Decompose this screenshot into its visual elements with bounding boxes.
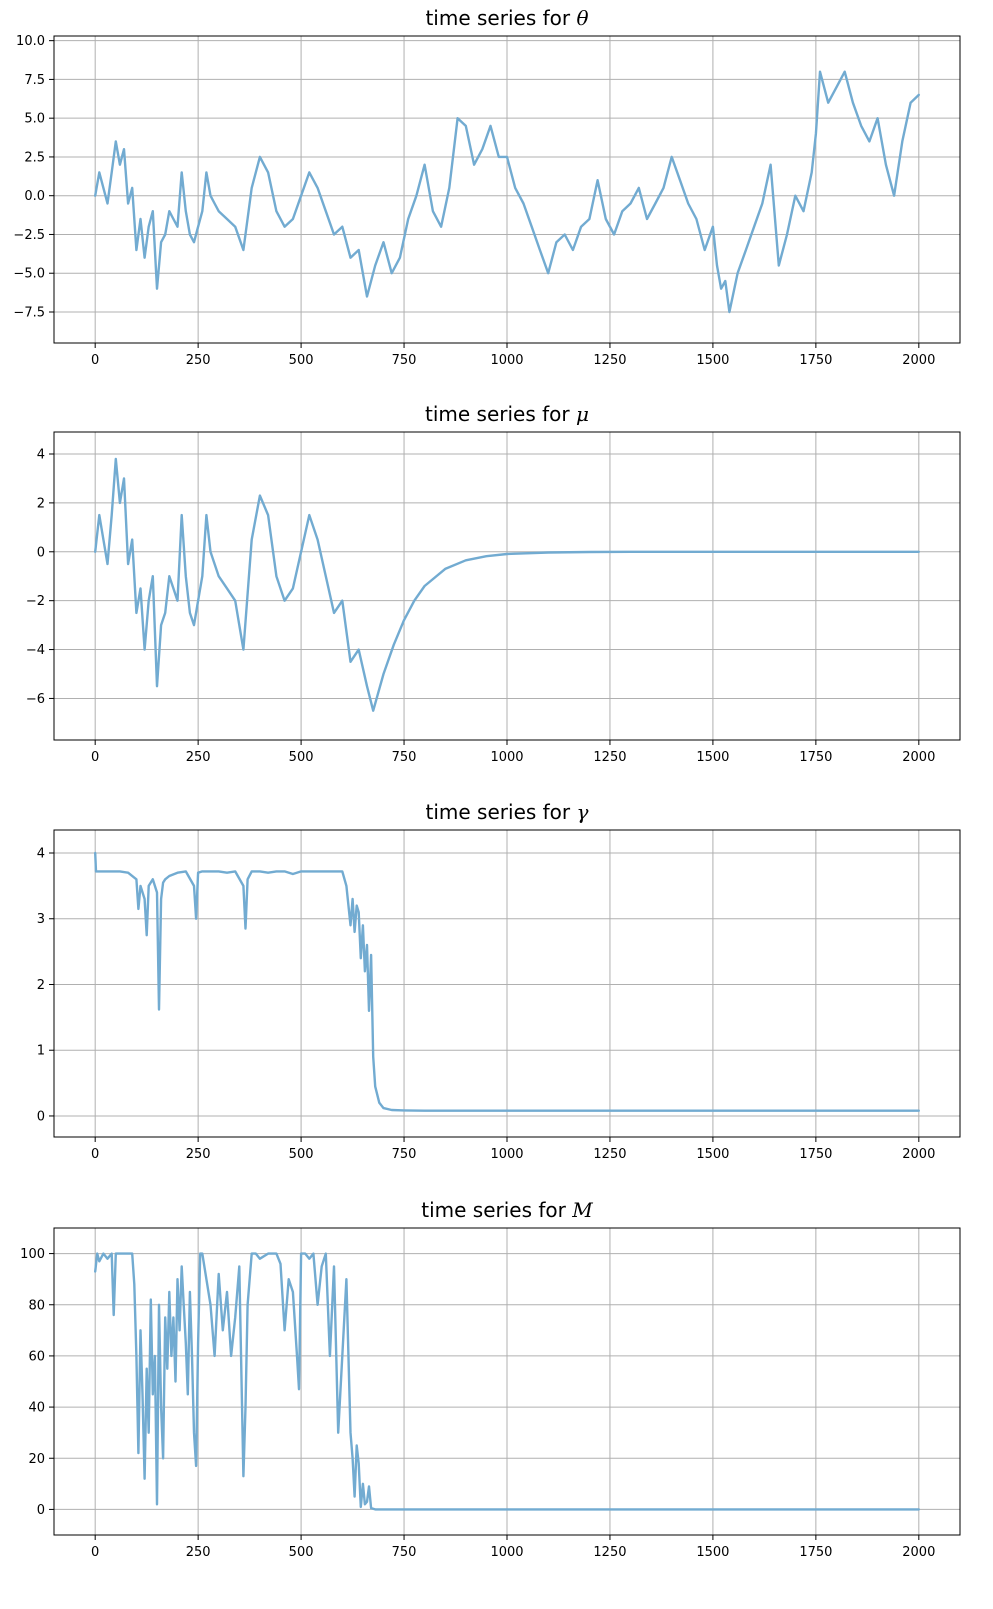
y-tick-label: 0: [37, 1503, 45, 1518]
x-tick-label: 1000: [490, 353, 523, 368]
x-tick-label: 750: [392, 750, 417, 765]
chart-title-text: time series for: [421, 1198, 572, 1222]
y-tick-label: 60: [28, 1349, 45, 1364]
x-tick-label: 1000: [490, 750, 523, 765]
y-tick-label: 0: [37, 545, 45, 560]
chart-title-variable: θ: [576, 6, 588, 30]
x-tick-label: 500: [289, 353, 314, 368]
series-line: [93, 70, 920, 314]
x-tick-label: 1500: [696, 353, 729, 368]
y-tick-label: 2: [37, 496, 45, 511]
y-tick-label: −2: [26, 594, 45, 609]
x-tick-label: 0: [91, 1147, 99, 1162]
chart-title-variable: M: [571, 1198, 593, 1222]
y-tick-label: 80: [28, 1298, 45, 1313]
chart-title-text: time series for: [425, 6, 576, 30]
y-tick-label: −4: [26, 643, 45, 658]
x-tick-label: 0: [91, 1545, 99, 1560]
y-tick-label: 0: [37, 1109, 45, 1124]
y-tick-label: 1: [37, 1044, 45, 1059]
y-tick-label: −2.5: [13, 228, 45, 243]
y-tick-label: −6: [26, 692, 45, 707]
y-tick-label: 2.5: [24, 150, 45, 165]
subplot-1: 0 250 500 750 1000 1250 1500 1750 2000 4 2 0 −2 −4 −6 t…: [26, 402, 961, 765]
x-tick-label: 1250: [593, 750, 626, 765]
x-tick-label: 2000: [902, 1147, 935, 1162]
x-tick-label: 1250: [593, 353, 626, 368]
x-tick-label: 1750: [799, 1545, 832, 1560]
x-tick-label: 1750: [799, 353, 832, 368]
series-line: [93, 1252, 920, 1511]
y-tick-label: −7.5: [13, 305, 45, 320]
y-tick-label: 0.0: [24, 189, 45, 204]
y-tick-label: 100: [20, 1247, 45, 1262]
y-tick-label: 20: [28, 1452, 45, 1467]
x-tick-label: 1500: [696, 750, 729, 765]
x-tick-label: 250: [186, 1545, 211, 1560]
x-tick-label: 500: [289, 1147, 314, 1162]
subplot-2: 0 250 500 750 1000 1250 1500 1750 2000 4 3 2 1 0 time …: [37, 800, 961, 1162]
x-tick-label: 750: [392, 1147, 417, 1162]
chart-title: time series for M: [421, 1198, 593, 1222]
x-tick-label: 750: [392, 1545, 417, 1560]
x-tick-label: 1250: [593, 1545, 626, 1560]
y-tick-label: 3: [37, 912, 45, 927]
x-tick-label: 500: [289, 750, 314, 765]
x-tick-label: 250: [186, 1147, 211, 1162]
chart-title: time series for θ: [425, 6, 588, 30]
y-tick-label: −5.0: [13, 267, 45, 282]
series-line: [93, 457, 920, 712]
y-tick-label: 4: [37, 847, 45, 862]
x-tick-label: 1750: [799, 1147, 832, 1162]
x-tick-label: 750: [392, 353, 417, 368]
x-tick-label: 0: [91, 353, 99, 368]
subplot-0: 0 250 500 750 1000 1250 1500 1750 2000 10.0 7.5 5.0…: [13, 6, 961, 368]
x-tick-label: 1250: [593, 1147, 626, 1162]
y-tick-label: 4: [37, 448, 45, 463]
x-tick-label: 500: [289, 1545, 314, 1560]
y-tick-label: 2: [37, 978, 45, 993]
chart-title: time series for μ: [425, 402, 589, 426]
x-tick-label: 250: [186, 353, 211, 368]
x-tick-label: 1500: [696, 1545, 729, 1560]
x-tick-label: 2000: [902, 750, 935, 765]
y-tick-label: 7.5: [24, 73, 45, 88]
x-tick-label: 1000: [490, 1545, 523, 1560]
y-tick-label: 5.0: [24, 112, 45, 127]
series-line: [93, 851, 920, 1112]
chart-title-variable: γ: [577, 800, 589, 824]
x-tick-label: 2000: [902, 353, 935, 368]
x-tick-label: 1000: [490, 1147, 523, 1162]
x-tick-label: 250: [186, 750, 211, 765]
x-tick-label: 1500: [696, 1147, 729, 1162]
y-tick-label: 40: [28, 1401, 45, 1416]
subplot-3: 0 250 500 750 1000 1250 1500 1750 2000 100 80 60 40 2…: [20, 1198, 961, 1560]
chart-title: time series for γ: [426, 800, 589, 824]
chart-title-text: time series for: [426, 800, 577, 824]
x-tick-label: 0: [91, 750, 99, 765]
chart-title-text: time series for: [425, 402, 576, 426]
x-tick-label: 1750: [799, 750, 832, 765]
y-tick-label: 10.0: [16, 34, 45, 49]
chart-title-variable: μ: [576, 402, 589, 426]
x-tick-label: 2000: [902, 1545, 935, 1560]
